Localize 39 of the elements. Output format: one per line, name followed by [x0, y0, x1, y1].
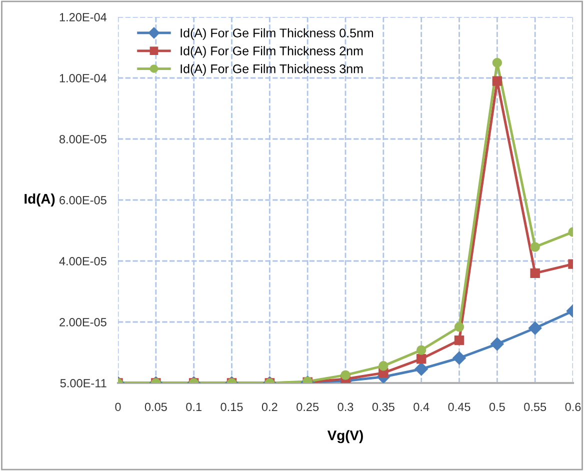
point — [530, 242, 540, 252]
x-tick-label: 0 — [115, 402, 121, 412]
legend-label: Id(A) For Ge Film Thickness 0.5nm — [180, 28, 374, 40]
y-tick-label: 8.00E-05 — [59, 135, 106, 144]
y-tick-label: 4.00E-05 — [59, 257, 106, 266]
y-tick-label: 5.00E-11 — [60, 379, 106, 388]
y-tick-label: 1.00E-04 — [60, 74, 107, 82]
y-axis-title: Id(A) — [24, 194, 55, 206]
x-tick-label: 0.25 — [296, 402, 319, 412]
x-tick-label: 0.45 — [448, 402, 470, 412]
legend-label: Id(A) For Ge Film Thickness 2nm — [180, 46, 363, 58]
x-tick-label: 0.05 — [144, 402, 167, 412]
point — [416, 354, 426, 364]
point — [416, 345, 426, 355]
y-tick-label: 6.00E-05 — [60, 196, 106, 204]
point — [340, 370, 350, 380]
point — [414, 362, 428, 376]
x-tick-label: 0.2 — [262, 402, 278, 412]
point — [492, 76, 502, 86]
x-tick-label: 0.3 — [338, 402, 354, 412]
point — [492, 58, 502, 68]
point — [528, 322, 542, 335]
point — [530, 268, 540, 278]
point — [454, 335, 464, 346]
x-tick-label: 0.55 — [524, 402, 546, 412]
x-tick-label: 0.1 — [186, 402, 202, 412]
x-tick-label: 0.6 — [565, 402, 581, 412]
x-tick-label: 0.5 — [489, 402, 505, 412]
legend-label: Id(A) For Ge Film Thickness 3nm — [180, 64, 363, 76]
x-axis-title: Vg(V) — [327, 430, 363, 444]
y-tick-label: 2.00E-05 — [60, 318, 106, 326]
x-tick-label: 0.15 — [220, 402, 243, 412]
y-tick-label: 1.20E-04 — [60, 13, 107, 22]
point — [454, 322, 464, 332]
x-tick-label: 0.35 — [372, 402, 394, 412]
point — [452, 351, 466, 365]
x-tick-label: 0.4 — [414, 402, 430, 412]
point — [490, 337, 504, 351]
point — [378, 361, 388, 371]
